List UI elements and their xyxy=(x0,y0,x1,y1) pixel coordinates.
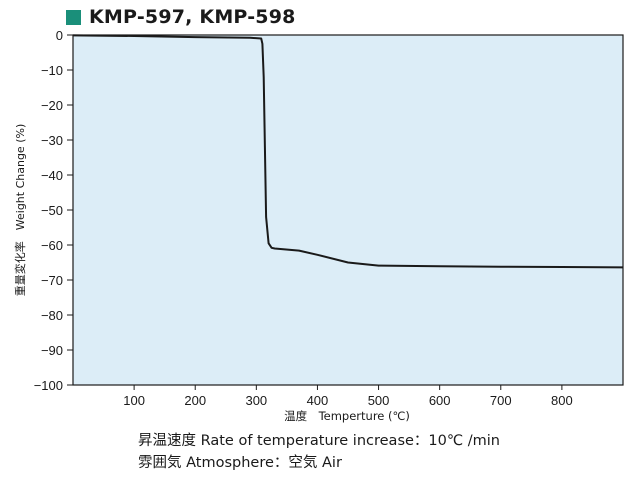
title-marker xyxy=(66,9,81,25)
y-tick-label: −70 xyxy=(41,273,63,288)
y-tick-label: −100 xyxy=(34,378,63,393)
y-tick-label: −20 xyxy=(41,98,63,113)
heating-rate-note: 昇温速度 Rate of temperature increase：10℃ /m… xyxy=(138,433,500,449)
y-tick-label: −30 xyxy=(41,133,63,148)
x-tick-label: 700 xyxy=(490,393,512,408)
x-tick-label: 500 xyxy=(368,393,390,408)
y-tick-label: −40 xyxy=(41,168,63,183)
x-tick-label: 600 xyxy=(429,393,451,408)
x-tick-label: 200 xyxy=(184,393,206,408)
x-axis-label: 温度 Temperture (℃) xyxy=(284,409,410,423)
x-tick-label: 100 xyxy=(123,393,145,408)
plot-area xyxy=(72,34,624,386)
series-line xyxy=(72,34,624,269)
chart-title: KMP-597, KMP-598 xyxy=(89,6,296,28)
atmosphere-note: 雰囲気 Atmosphere：空気 Air xyxy=(138,455,342,471)
chart-header: KMP-597, KMP-598 xyxy=(66,4,296,30)
x-tick-label: 800 xyxy=(551,393,573,408)
y-tick-label: −90 xyxy=(41,343,63,358)
y-tick-label: 0 xyxy=(56,28,63,43)
y-tick-label: −80 xyxy=(41,308,63,323)
y-tick-label: −10 xyxy=(41,63,63,78)
y-axis-ticks: 0 −10 −20 −30 −40 −50 −60 −70 −80 −90 −100 xyxy=(34,28,73,393)
test-conditions: 昇温速度 Rate of temperature increase：10℃ /m… xyxy=(138,430,500,474)
x-axis-ticks: 100 200 300 400 500 600 700 800 xyxy=(123,385,573,408)
y-axis-label: 重量変化率 Weight Change (%) xyxy=(13,124,27,296)
y-tick-label: −60 xyxy=(41,238,63,253)
x-tick-label: 300 xyxy=(245,393,267,408)
y-tick-label: −50 xyxy=(41,203,63,218)
x-tick-label: 400 xyxy=(307,393,329,408)
